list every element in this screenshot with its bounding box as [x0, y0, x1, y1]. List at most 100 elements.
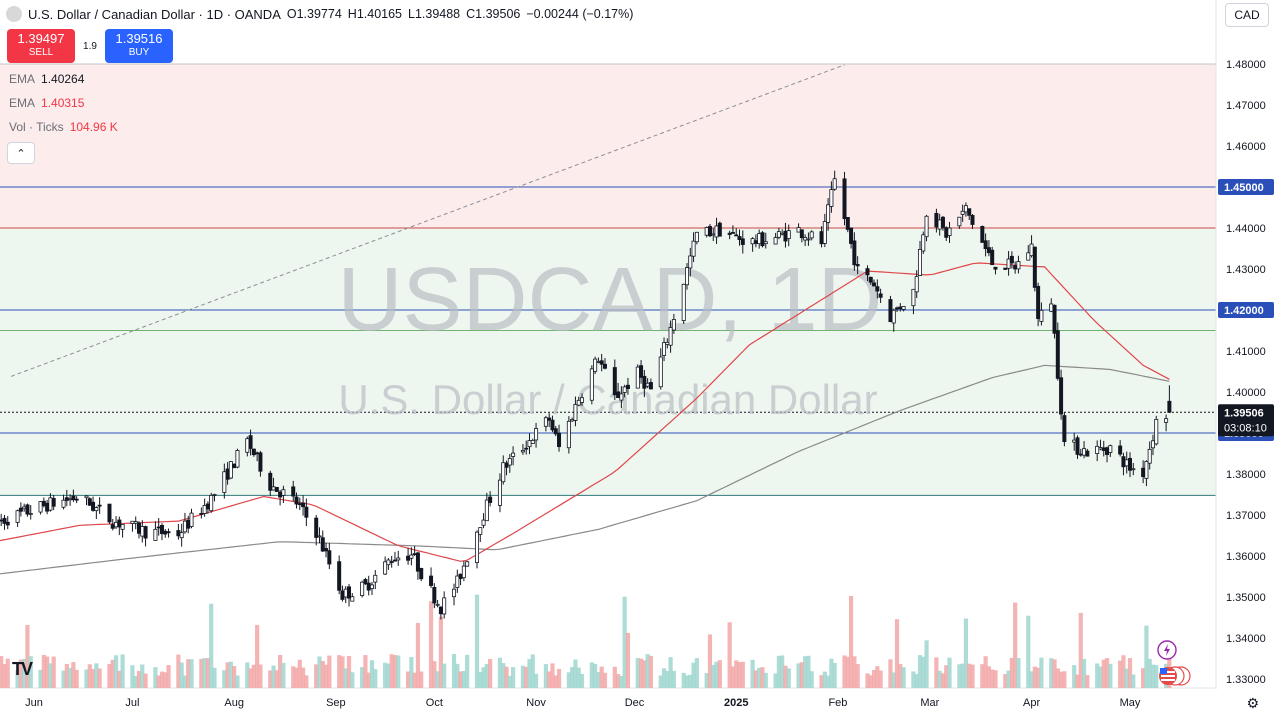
- candle: [717, 221, 722, 237]
- candle-body: [534, 428, 539, 441]
- candle-body: [681, 283, 686, 321]
- candle-body: [48, 497, 53, 511]
- candle-body: [232, 463, 237, 469]
- volume-bar: [780, 655, 785, 688]
- volume-bar: [944, 665, 949, 688]
- candle-body: [360, 581, 365, 596]
- candle-body: [773, 237, 778, 245]
- candle-body: [320, 537, 325, 552]
- candle: [1095, 440, 1100, 462]
- volume-legend[interactable]: Vol · Ticks 104.96 K: [9, 120, 118, 134]
- volume-bar: [1098, 666, 1103, 688]
- symbol-title[interactable]: U.S. Dollar / Canadian Dollar · 1D · OAN…: [28, 6, 281, 22]
- chevron-up-icon: ⌃: [16, 147, 26, 160]
- volume-bar: [136, 670, 142, 688]
- candle-body: [983, 240, 988, 250]
- candle: [786, 224, 791, 247]
- candle-body: [130, 520, 135, 524]
- candle-body: [0, 519, 4, 522]
- candle: [1052, 304, 1057, 339]
- candle-body: [212, 493, 217, 496]
- ohlc-values: O1.39774 H1.40165 L1.39488 C1.39506 −0.0…: [287, 7, 634, 21]
- candle: [727, 230, 732, 240]
- candle: [340, 585, 345, 602]
- candle: [304, 498, 309, 527]
- candle: [478, 527, 483, 543]
- volume-bar: [248, 668, 253, 688]
- ema-legend-2[interactable]: EMA 1.40315: [9, 96, 84, 110]
- volume-bar: [1095, 663, 1100, 688]
- candle: [156, 518, 161, 536]
- candle-body: [1013, 265, 1018, 270]
- candle: [547, 413, 552, 428]
- candle: [524, 440, 529, 455]
- volume-bar: [917, 655, 923, 688]
- candle-body: [737, 236, 742, 241]
- low-value: 1.39488: [414, 7, 461, 21]
- volume-bar: [1052, 659, 1057, 688]
- volume-bar: [1154, 665, 1159, 688]
- volume-bar: [481, 667, 486, 688]
- ema-1-value: 1.40264: [41, 72, 85, 86]
- tradingview-logo-icon[interactable]: TV: [12, 659, 33, 679]
- economic-events-icon[interactable]: [1159, 666, 1191, 686]
- candle: [872, 279, 877, 287]
- lightning-icon[interactable]: [1157, 640, 1177, 660]
- candle-body: [668, 327, 673, 346]
- candle: [209, 492, 214, 513]
- candle-body: [1006, 258, 1011, 269]
- candle-body: [159, 525, 164, 534]
- volume-bar: [5, 658, 10, 688]
- candle-body: [845, 217, 850, 230]
- volume-bar: [1049, 658, 1054, 688]
- candle: [855, 256, 860, 275]
- candle-body: [865, 268, 870, 276]
- volume-bar: [438, 616, 443, 688]
- volume-bar: [921, 656, 926, 688]
- candle-body: [297, 503, 302, 506]
- volume-bar: [520, 665, 526, 688]
- gear-icon[interactable]: ⚙: [1246, 695, 1259, 711]
- volume-bar: [763, 672, 768, 688]
- candle: [852, 232, 857, 271]
- candle: [534, 422, 539, 448]
- candle-body: [803, 237, 808, 241]
- buy-price: 1.39516: [115, 31, 163, 46]
- candle-body: [110, 524, 115, 529]
- candle: [1009, 251, 1014, 269]
- candle-body: [481, 519, 486, 526]
- volume-bar: [822, 671, 827, 688]
- collapse-legend-button[interactable]: ⌃: [7, 142, 35, 164]
- ema-legend-1[interactable]: EMA 1.40264: [9, 72, 84, 86]
- trendline-layer: [10, 64, 845, 377]
- currency-button[interactable]: CAD: [1225, 3, 1269, 27]
- candle-body: [291, 486, 296, 497]
- volume-bar: [337, 655, 342, 688]
- buy-button[interactable]: 1.39516 BUY: [105, 29, 173, 63]
- candle-body: [963, 205, 968, 213]
- volume-bar: [94, 663, 99, 688]
- candle-body: [1085, 450, 1090, 457]
- candle: [694, 231, 699, 245]
- candle-body: [488, 496, 493, 503]
- candle-body: [222, 471, 227, 493]
- candle-body: [474, 531, 479, 564]
- candle: [143, 525, 148, 547]
- volume-bar: [593, 663, 598, 688]
- candle: [501, 455, 506, 485]
- volume-bar: [45, 656, 50, 688]
- candle-body: [442, 597, 447, 615]
- volume-bar: [392, 655, 398, 688]
- volume-bar: [153, 667, 158, 688]
- candle: [924, 214, 929, 242]
- volume-bar: [107, 664, 112, 688]
- sell-button[interactable]: 1.39497 SELL: [7, 29, 75, 63]
- trade-panel: 1.39497 SELL 1.9 1.39516 BUY: [7, 29, 173, 63]
- volume-bar: [665, 671, 670, 688]
- candle-body: [68, 498, 73, 501]
- candle: [337, 555, 342, 595]
- candle: [343, 586, 348, 604]
- candle-body: [406, 555, 411, 561]
